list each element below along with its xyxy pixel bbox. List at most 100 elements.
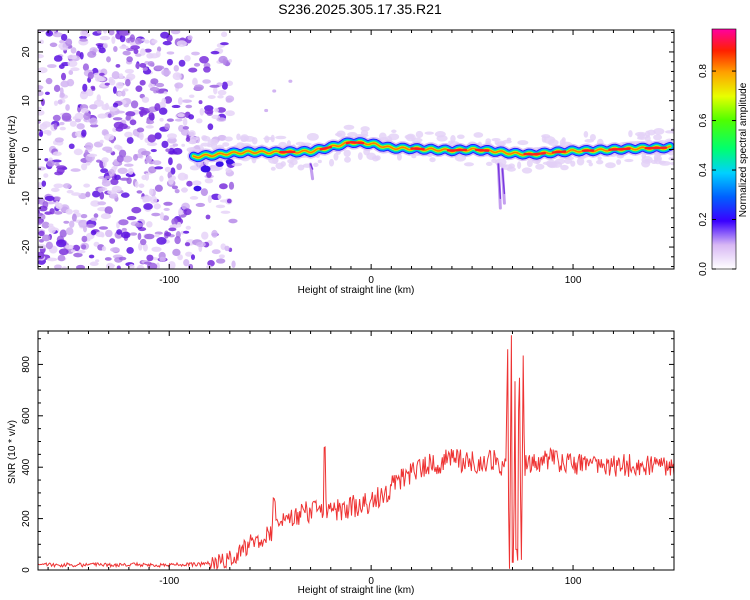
noise-blob <box>53 55 63 62</box>
noise-blob <box>61 266 67 269</box>
noise-blob <box>204 178 214 184</box>
noise-blob <box>95 259 100 263</box>
noise-blob <box>136 127 145 133</box>
noise-blob <box>231 260 236 268</box>
noise-blob <box>83 225 87 233</box>
colorbar: 0.0 0.2 0.4 0.6 0.8 Normalized spectral ampl… <box>698 28 749 276</box>
noise-blob <box>170 167 176 175</box>
noise-blob <box>147 60 155 67</box>
haze-blob <box>411 154 417 159</box>
noise-blob <box>200 188 209 197</box>
noise-blob <box>38 106 42 110</box>
noise-blob <box>67 60 78 67</box>
noise-blob <box>134 37 143 45</box>
noise-blob <box>151 246 162 252</box>
haze-blob <box>485 161 493 167</box>
noise-blob <box>42 129 52 135</box>
noise-blob <box>189 196 199 200</box>
noise-blob <box>91 86 96 91</box>
x-tick-label: 0 <box>368 576 374 587</box>
noise-blob <box>160 31 170 39</box>
noise-blob <box>80 213 88 219</box>
noise-blob <box>101 179 111 187</box>
noise-blob <box>161 69 171 76</box>
noise-blob <box>52 32 63 38</box>
haze-blob <box>597 156 602 161</box>
noise-blob <box>207 260 215 267</box>
noise-blob <box>140 238 147 246</box>
noise-blob <box>53 84 61 93</box>
noise-blob <box>148 112 155 120</box>
noise-blob <box>101 103 110 111</box>
noise-blob <box>65 208 73 215</box>
noise-blob <box>164 123 171 130</box>
noise-blob <box>38 90 44 97</box>
noise-blob <box>137 232 142 241</box>
noise-blob <box>38 213 41 218</box>
noise-blob <box>119 45 129 50</box>
noise-blob <box>180 128 190 136</box>
noise-blob <box>38 251 45 260</box>
haze-blob <box>378 132 387 141</box>
noise-blob <box>120 231 131 239</box>
noise-blob <box>53 100 59 106</box>
noise-blob <box>159 256 166 262</box>
haze-blob <box>473 132 484 138</box>
noise-blob <box>162 215 170 221</box>
noise-blob <box>44 211 53 215</box>
noise-blob <box>220 42 229 46</box>
ridge-core <box>446 148 468 152</box>
noise-blob <box>70 168 81 172</box>
noise-blob <box>111 71 120 80</box>
y-tick-label: 0 <box>21 567 32 573</box>
noise-blob <box>117 91 122 97</box>
noise-blob <box>185 104 193 109</box>
noise-blob <box>105 229 113 238</box>
noise-blob <box>59 40 65 44</box>
haze-blob <box>328 158 335 167</box>
noise-blob <box>183 208 192 216</box>
haze-blob <box>251 137 258 145</box>
noise-blob <box>161 97 167 106</box>
noise-blob <box>193 62 201 67</box>
noise-blob <box>140 196 149 200</box>
noise-blob <box>38 218 43 225</box>
noise-blob <box>147 134 157 143</box>
noise-blob <box>177 97 183 105</box>
noise-blob <box>40 98 45 107</box>
noise-blob <box>181 99 193 103</box>
noise-blob <box>166 58 173 66</box>
haze-blob <box>596 159 604 165</box>
noise-blob <box>38 120 41 124</box>
noise-blob <box>108 192 119 199</box>
noise-blob <box>38 109 45 116</box>
noise-blob <box>63 220 70 224</box>
noise-blob <box>172 147 183 155</box>
noise-blob <box>144 172 150 181</box>
noise-blob <box>133 48 139 55</box>
x-tick-label: 0 <box>368 275 374 286</box>
snr-series-line <box>38 335 674 570</box>
haze-blob <box>624 158 634 163</box>
noise-blob <box>174 236 181 245</box>
noise-blob <box>62 183 71 189</box>
noise-blob <box>59 229 67 238</box>
haze-blob <box>517 140 529 146</box>
noise-blob <box>145 155 153 163</box>
noise-blob <box>113 144 122 150</box>
haze-blob <box>491 158 498 164</box>
noise-blob <box>154 233 160 238</box>
haze-blob <box>570 160 576 167</box>
ridge-core <box>474 148 490 152</box>
noise-blob <box>213 86 218 95</box>
haze-blob <box>636 136 647 140</box>
haze-blob <box>366 152 377 161</box>
haze-blob <box>189 165 200 171</box>
noise-blob <box>174 118 183 122</box>
ridge-core <box>319 145 332 151</box>
noise-blob <box>73 252 83 258</box>
noise-blob <box>199 56 209 64</box>
x-tick-label: -100 <box>159 275 179 286</box>
noise-blob <box>106 56 111 63</box>
